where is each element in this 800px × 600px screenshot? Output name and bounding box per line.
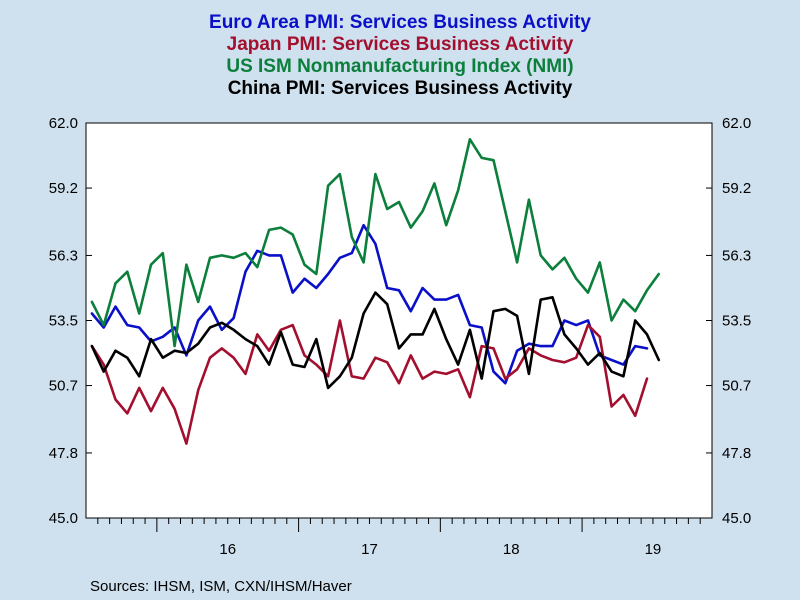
y-tick-label-left: 47.8 <box>49 445 78 462</box>
y-tick-label-right: 45.0 <box>722 510 751 527</box>
y-tick-label-right: 62.0 <box>722 115 751 132</box>
plot-area <box>85 122 713 519</box>
chart-title-euro: Euro Area PMI: Services Business Activit… <box>209 12 591 33</box>
series-layer <box>90 138 661 445</box>
y-axis-left: 45.0 47.8 50.7 53.5 56.3 59.2 62.0 <box>49 115 92 527</box>
chart-title-japan: Japan PMI: Services Business Activity <box>226 34 574 55</box>
y-tick-label-left: 45.0 <box>49 510 78 527</box>
y-tick-label-right: 59.2 <box>722 180 751 197</box>
y-tick-label-right: 47.8 <box>722 445 751 462</box>
y-tick-label-left: 59.2 <box>49 180 78 197</box>
x-axis: 16 17 18 19 <box>97 518 701 558</box>
x-tick-label: 16 <box>219 541 236 558</box>
y-tick-label-left: 56.3 <box>49 247 78 264</box>
y-tick-label-left: 50.7 <box>49 378 78 395</box>
x-tick-label: 17 <box>361 541 378 558</box>
series-line-euro-area <box>90 223 649 385</box>
x-tick-label: 19 <box>645 541 662 558</box>
y-tick-label-right: 53.5 <box>722 313 751 330</box>
source-note: Sources: IHSM, ISM, CXN/IHSM/Haver <box>90 578 352 595</box>
series-line-japan <box>90 319 649 445</box>
y-tick-label-left: 62.0 <box>49 115 78 132</box>
y-tick-label-right: 50.7 <box>722 378 751 395</box>
y-axis-right: 45.0 47.8 50.7 53.5 56.3 59.2 62.0 <box>706 115 751 527</box>
chart-title-china: China PMI: Services Business Activity <box>227 78 573 99</box>
y-tick-label-left: 53.5 <box>49 313 78 330</box>
series-line-china <box>90 291 661 390</box>
y-tick-label-right: 56.3 <box>722 247 751 264</box>
chart-title-block: Euro Area PMI: Services Business Activit… <box>0 12 800 100</box>
series-line-us-ism <box>90 138 661 348</box>
x-tick-label: 18 <box>503 541 520 558</box>
chart-title-us: US ISM Nonmanufacturing Index (NMI) <box>226 56 574 77</box>
